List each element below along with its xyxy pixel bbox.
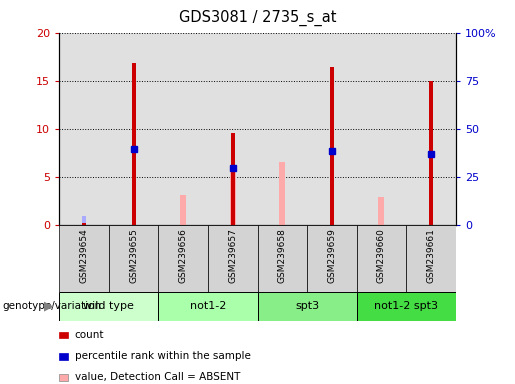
Text: GSM239658: GSM239658 (278, 228, 287, 283)
Bar (307, 225, 356, 292)
Bar (208, 225, 258, 292)
Text: GSM239654: GSM239654 (79, 228, 89, 283)
Bar (258, 225, 307, 292)
Text: wild type: wild type (83, 301, 134, 311)
Text: spt3: spt3 (295, 301, 319, 311)
Text: GDS3081 / 2735_s_at: GDS3081 / 2735_s_at (179, 10, 336, 26)
Bar (109, 225, 159, 292)
Bar (59, 292, 159, 321)
Bar (356, 292, 456, 321)
Text: GSM239660: GSM239660 (377, 228, 386, 283)
Bar (379, 197, 384, 225)
Text: count: count (75, 330, 104, 340)
Text: ▶: ▶ (44, 300, 54, 313)
Bar (279, 162, 285, 225)
Text: genotype/variation: genotype/variation (3, 301, 101, 311)
Text: not1-2 spt3: not1-2 spt3 (374, 301, 438, 311)
Bar (406, 225, 456, 292)
Text: value, Detection Call = ABSENT: value, Detection Call = ABSENT (75, 372, 240, 382)
Bar (356, 225, 406, 292)
Bar (230, 167, 236, 225)
Text: GSM239659: GSM239659 (328, 228, 336, 283)
Text: GSM239661: GSM239661 (426, 228, 436, 283)
Text: GSM239657: GSM239657 (228, 228, 237, 283)
Bar (180, 195, 186, 225)
Bar (81, 216, 87, 225)
Bar (159, 292, 258, 321)
Bar (330, 67, 334, 225)
Bar (59, 225, 109, 292)
Text: percentile rank within the sample: percentile rank within the sample (75, 351, 251, 361)
Text: GSM239656: GSM239656 (179, 228, 187, 283)
Bar (280, 171, 285, 225)
Bar (82, 223, 86, 225)
Bar (159, 225, 208, 292)
Bar (132, 63, 135, 225)
Bar (429, 81, 433, 225)
Text: not1-2: not1-2 (190, 301, 226, 311)
Bar (258, 292, 356, 321)
Bar (231, 134, 235, 225)
Text: GSM239655: GSM239655 (129, 228, 138, 283)
